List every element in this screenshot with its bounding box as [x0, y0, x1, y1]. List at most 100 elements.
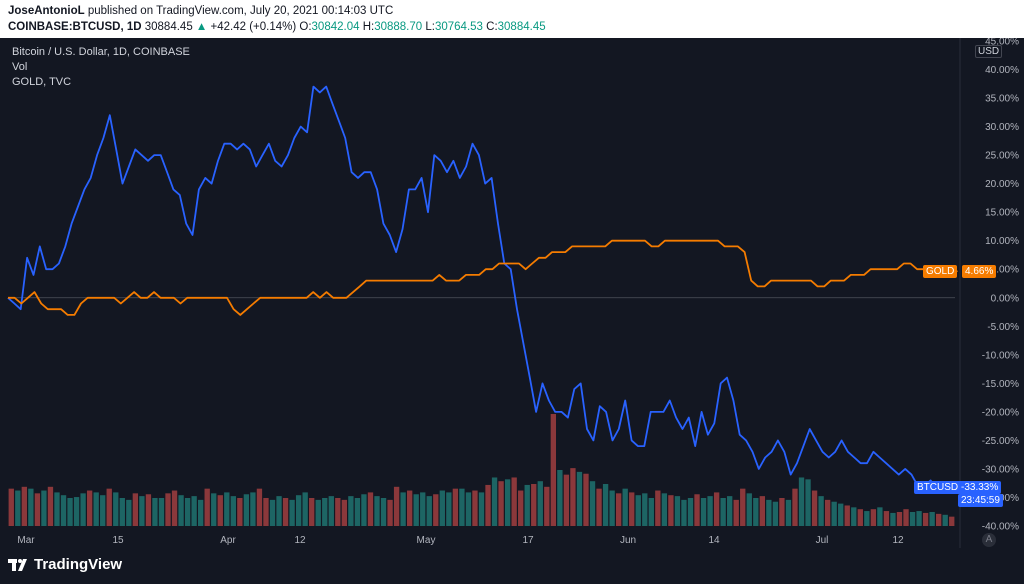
volume-bar: [472, 490, 478, 526]
volume-bar: [204, 488, 210, 526]
volume-bar: [942, 514, 948, 526]
volume-bar: [864, 511, 870, 526]
volume-bar: [687, 498, 694, 526]
auto-scale-button[interactable]: A: [982, 533, 996, 547]
y-tick-label: -25.00%: [982, 436, 1019, 447]
volume-bar: [361, 494, 367, 526]
x-tick-label: 14: [708, 535, 720, 546]
volume-bar: [707, 496, 713, 526]
volume-bar: [798, 477, 805, 526]
volume-bar: [870, 509, 877, 526]
volume-bar: [269, 499, 276, 526]
volume-bar: [949, 516, 955, 526]
volume-bar: [766, 499, 772, 526]
published-text: published on TradingView.com, July 20, 2…: [87, 5, 394, 17]
volume-bar: [936, 513, 942, 526]
volume-bar: [139, 496, 145, 526]
volume-bar: [282, 498, 289, 526]
volume-bar: [73, 497, 80, 526]
volume-bar: [531, 484, 537, 526]
tradingview-logo[interactable]: TradingView: [8, 556, 122, 573]
volume-bar: [28, 488, 34, 526]
volume-bar: [851, 507, 857, 526]
footer-bar: TradingView: [0, 548, 1024, 584]
y-tick-label: 40.00%: [985, 65, 1019, 76]
volume-bar: [498, 481, 504, 526]
volume-bar: [824, 499, 831, 526]
volume-bar: [720, 498, 726, 526]
low-label: L:: [425, 21, 435, 33]
btc-tag-label: BTCUSD: [914, 481, 962, 494]
volume-bar: [831, 501, 837, 526]
volume-bar: [393, 486, 400, 526]
volume-bar: [380, 498, 387, 526]
volume-bar: [295, 495, 302, 526]
volume-bar: [465, 492, 472, 526]
volume-bar: [420, 492, 426, 526]
volume-bar: [602, 484, 609, 526]
volume-bar: [916, 511, 922, 526]
volume-bar: [93, 492, 99, 526]
volume-bar: [113, 492, 119, 526]
chart-area[interactable]: 45.00% 40.00% 35.00% 30.00% 25.00% 20.00% 15.0…: [0, 38, 1024, 548]
volume-bar: [243, 494, 250, 526]
volume-bar: [903, 509, 909, 526]
volume-bar: [563, 474, 570, 526]
volume-bar: [694, 494, 700, 526]
volume-bar: [811, 490, 818, 526]
volume-bar: [400, 492, 406, 526]
volume-bar: [211, 493, 217, 526]
low-value: 30764.53: [434, 21, 483, 33]
close-value: 30884.45: [497, 21, 546, 33]
y-tick-label: 45.00%: [985, 38, 1019, 48]
volume-bar: [184, 498, 191, 526]
volume-bar: [100, 495, 106, 526]
volume-bar: [922, 512, 929, 526]
volume-bar: [348, 496, 354, 526]
volume-bar: [106, 488, 112, 526]
volume-bar: [387, 499, 393, 526]
volume-bar: [615, 493, 622, 526]
volume-bar: [537, 481, 543, 526]
y-tick-label: -5.00%: [987, 322, 1019, 333]
y-tick-label: 25.00%: [985, 151, 1019, 162]
y-tick-label: 15.00%: [985, 208, 1019, 219]
volume-bar: [524, 484, 530, 526]
volume-bar: [896, 512, 903, 526]
y-tick-label: 10.00%: [985, 236, 1019, 247]
volume-bar: [80, 493, 86, 526]
currency-box[interactable]: USD: [975, 45, 1003, 58]
legend-compare[interactable]: GOLD, TVC: [12, 76, 72, 88]
volume-bar: [21, 486, 27, 526]
volume-bar: [909, 512, 916, 526]
author-name[interactable]: JoseAntonioL: [8, 5, 85, 17]
volume-bar: [661, 493, 668, 526]
gold-series-line[interactable]: [8, 239, 938, 316]
volume-bar: [237, 498, 243, 526]
volume-bar: [478, 492, 485, 526]
volume-bar: [648, 498, 654, 526]
volume-bar: [668, 495, 674, 526]
volume-bar: [818, 496, 824, 526]
volume-bar: [230, 496, 236, 526]
y-tick-label: 20.00%: [985, 179, 1019, 190]
publish-header: JoseAntonioL published on TradingView.co…: [0, 0, 1024, 38]
volume-bar: [47, 486, 54, 526]
volume-bar: [576, 471, 583, 526]
btc-series-line[interactable]: [7, 85, 938, 489]
legend-volume[interactable]: Vol: [12, 61, 28, 73]
high-label: H:: [362, 21, 375, 33]
volume-bar: [158, 498, 165, 526]
volume-bar: [733, 499, 739, 526]
btc-tag-value: -33.33%: [958, 481, 1002, 494]
close-label: C:: [486, 21, 498, 33]
volume-bar: [642, 493, 648, 526]
volume-bar: [550, 414, 557, 526]
volume-bar: [322, 498, 328, 526]
y-tick-label: -40.00%: [982, 522, 1019, 533]
price-chart[interactable]: 45.00% 40.00% 35.00% 30.00% 25.00% 20.00% 15.0…: [0, 38, 1024, 548]
legend-main[interactable]: Bitcoin / U.S. Dollar, 1D, COINBASE: [12, 46, 190, 58]
x-tick-label: May: [417, 535, 436, 546]
volume-bar: [315, 499, 321, 526]
volume-bar: [772, 501, 779, 526]
